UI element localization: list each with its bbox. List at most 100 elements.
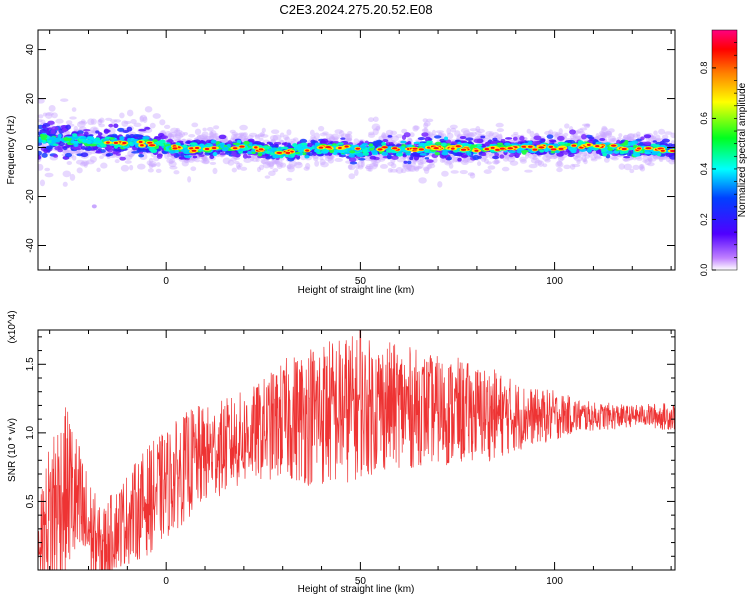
spectrogram-hotspot xyxy=(495,148,500,151)
spectrogram-cell xyxy=(297,147,305,152)
spectrogram-hotspot xyxy=(325,146,332,149)
spectrogram-cell xyxy=(255,157,260,163)
spectrogram-cell xyxy=(572,132,577,140)
spectrogram-cell xyxy=(498,133,503,141)
snr-ytick-label: 0.5 xyxy=(25,494,36,508)
spectrogram-cell xyxy=(558,128,563,135)
spectrogram-cell xyxy=(263,146,270,150)
spectrogram-cell xyxy=(296,161,302,166)
snr-y-multiplier: (x10^4) xyxy=(7,310,18,343)
spectrogram-cell xyxy=(579,130,586,136)
spectrogram-hotspot xyxy=(450,147,455,150)
spectrogram-cell xyxy=(44,167,51,172)
colorbar-tick-label: 0.0 xyxy=(699,264,709,277)
spectrogram-cell xyxy=(98,117,105,124)
spectrogram-cell xyxy=(265,150,271,154)
spectrogram-cell xyxy=(459,135,467,140)
spectrogram-cell xyxy=(469,128,478,132)
spectrogram-cell xyxy=(576,159,581,165)
spectrogram-cell xyxy=(623,155,631,159)
spectrogram-cell xyxy=(480,157,487,162)
spectrogram-cell xyxy=(248,132,258,137)
spectrogram-cell xyxy=(577,128,584,134)
spectrogram-cell xyxy=(319,132,328,137)
spectrogram-cell xyxy=(281,142,287,146)
spectrogram-cell xyxy=(599,131,607,137)
spectrogram-cell xyxy=(258,164,265,171)
spectrogram-cell xyxy=(577,140,584,145)
spectrogram-cell xyxy=(546,134,554,139)
spectrogram-cell xyxy=(360,160,365,168)
spectrogram-cell xyxy=(230,134,238,141)
spectrogram-cell xyxy=(622,142,628,146)
snr-xlabel: Height of straight line (km) xyxy=(298,584,415,595)
spectrogram-cell xyxy=(302,145,308,149)
spectrogram-hotspot xyxy=(338,146,342,150)
spectrogram-hotspot xyxy=(194,146,200,150)
spectrogram-cell xyxy=(349,150,356,154)
spectrogram-cell xyxy=(198,134,208,140)
snr-ylabel: SNR (10 * v/v) xyxy=(7,418,18,482)
spectrogram-cell xyxy=(247,150,252,155)
spectrogram-cell xyxy=(188,133,196,138)
spectrogram-cell xyxy=(373,163,379,168)
spectrogram-cell xyxy=(144,106,153,113)
spectrogram-cell xyxy=(44,172,54,178)
colorbar-gradient xyxy=(711,29,738,271)
spectrogram-cell xyxy=(149,122,156,129)
spectrogram-cell xyxy=(304,154,310,159)
spectrogram-cell xyxy=(223,146,229,152)
spectrogram-cell xyxy=(569,134,577,140)
spectrogram-hotspot xyxy=(528,145,533,148)
spectrogram-hotspot xyxy=(499,147,505,150)
spectrogram-cell xyxy=(416,165,423,170)
spectrogram-cell xyxy=(109,119,118,123)
spectrogram-cell xyxy=(379,163,389,169)
spectrogram-cell xyxy=(595,150,602,155)
spectrogram-cell xyxy=(519,159,527,164)
spectrogram-cell xyxy=(348,157,357,163)
spectrogram-cell xyxy=(98,123,105,128)
spectrogram-cell xyxy=(205,136,215,140)
spectrogram-cell xyxy=(63,137,69,141)
spectrogram-cell xyxy=(602,132,610,136)
snr-plot-area xyxy=(38,330,675,570)
spectrogram-cell xyxy=(445,160,455,164)
spectrogram-cell xyxy=(413,165,420,171)
spectrogram-cell xyxy=(254,134,260,140)
spectrogram-cell xyxy=(638,141,644,146)
spectrogram-cell xyxy=(413,125,420,130)
spectrogram-cell xyxy=(209,154,215,160)
spectrogram-cell xyxy=(243,132,248,138)
spectrogram-cell xyxy=(603,130,613,138)
spectrogram-cell xyxy=(231,167,238,173)
spectrogram-cell xyxy=(486,161,492,165)
spectrogram-cell xyxy=(387,161,395,167)
spectrogram-hotspot xyxy=(669,149,675,153)
spectrogram-cell xyxy=(487,165,496,170)
spectrogram-cell xyxy=(492,132,500,138)
spectrogram-cell xyxy=(206,126,214,132)
spectrogram-cell xyxy=(581,133,587,140)
spectrogram-cell xyxy=(80,152,89,158)
spectrogram-cell xyxy=(569,163,576,170)
spectrogram-cell xyxy=(340,137,346,140)
spectrogram-cell xyxy=(570,149,577,154)
spectrogram-cell xyxy=(601,149,607,153)
spectrogram-cell xyxy=(126,126,133,132)
spectrogram-cell xyxy=(80,160,90,166)
spectrogram-cell xyxy=(85,159,95,165)
spectrogram-cell xyxy=(328,135,336,142)
spectrogram-cell xyxy=(544,158,551,163)
spectrogram-cell xyxy=(476,134,483,140)
spectrogram-cell xyxy=(287,165,295,173)
spectrogram-cell xyxy=(75,159,85,165)
spectrogram-cell xyxy=(494,159,501,164)
spectrogram-cell xyxy=(423,167,430,174)
spectrogram-cell xyxy=(45,112,53,119)
spectrogram-cell xyxy=(556,167,563,173)
spectrogram-cell xyxy=(446,127,452,135)
spectrogram-hotspot xyxy=(344,145,349,148)
spectrogram-cell xyxy=(148,163,156,167)
spectrogram-cell xyxy=(247,135,254,139)
